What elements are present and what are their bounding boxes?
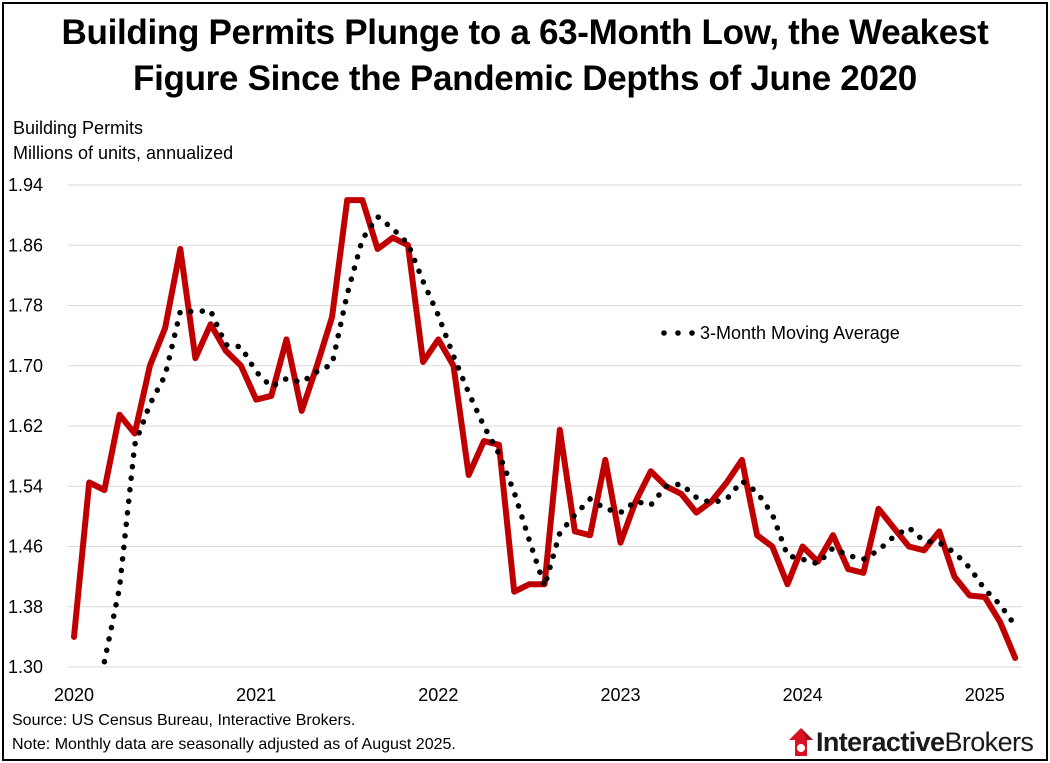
y-axis-label: Building Permits — [13, 118, 144, 138]
y-tick-label: 1.30 — [8, 657, 43, 677]
y-tick-label: 1.46 — [8, 537, 43, 557]
series-moving-average-line — [101, 212, 1018, 665]
y-tick-label: 1.78 — [8, 296, 43, 316]
interactive-brokers-logo: InteractiveBrokers — [788, 725, 1034, 759]
x-tick-label: 2020 — [54, 685, 94, 705]
y-tick-label: 1.38 — [8, 597, 43, 617]
source-note: Source: US Census Bureau, Interactive Br… — [12, 712, 356, 729]
logo-word-interactive: Interactive — [816, 727, 945, 757]
chart-title-line2: Figure Since the Pandemic Depths of June… — [133, 59, 917, 98]
legend-dot — [675, 330, 681, 336]
x-tick-label: 2023 — [600, 685, 640, 705]
logo-wordmark: InteractiveBrokers — [816, 727, 1034, 757]
chart-title: Building Permits Plunge to a 63-Month Lo… — [0, 10, 1050, 102]
x-tick-label: 2025 — [965, 685, 1005, 705]
y-axis-ticks: 1.30 1.38 1.46 1.54 1.62 1.70 1.78 1.86 1.94 — [8, 175, 43, 677]
y-tick-label: 1.54 — [8, 476, 43, 496]
x-axis-ticks: 2020 2021 2022 2023 2024 2025 — [54, 685, 1005, 705]
y-tick-label: 1.94 — [8, 175, 43, 195]
legend-dot — [689, 330, 695, 336]
series-building-permits-line — [71, 197, 1019, 661]
y-tick-label: 1.86 — [8, 235, 43, 255]
y-axis-units-label: Millions of units, annualized — [13, 143, 234, 163]
legend: 3-Month Moving Average — [661, 323, 900, 343]
chart-title-line1: Building Permits Plunge to a 63-Month Lo… — [61, 13, 989, 52]
x-tick-label: 2021 — [236, 685, 276, 705]
x-tick-label: 2022 — [418, 685, 458, 705]
grid-lines — [68, 184, 1022, 668]
y-tick-label: 1.62 — [8, 416, 43, 436]
x-tick-label: 2024 — [783, 685, 823, 705]
methodology-note: Note: Monthly data are seasonally adjust… — [12, 736, 456, 753]
legend-dot — [661, 330, 667, 336]
legend-label: 3-Month Moving Average — [700, 323, 900, 343]
logo-word-brokers: Brokers — [944, 727, 1034, 757]
logo-mark-icon — [789, 728, 813, 756]
series-group — [71, 197, 1019, 665]
y-tick-label: 1.70 — [8, 356, 43, 376]
